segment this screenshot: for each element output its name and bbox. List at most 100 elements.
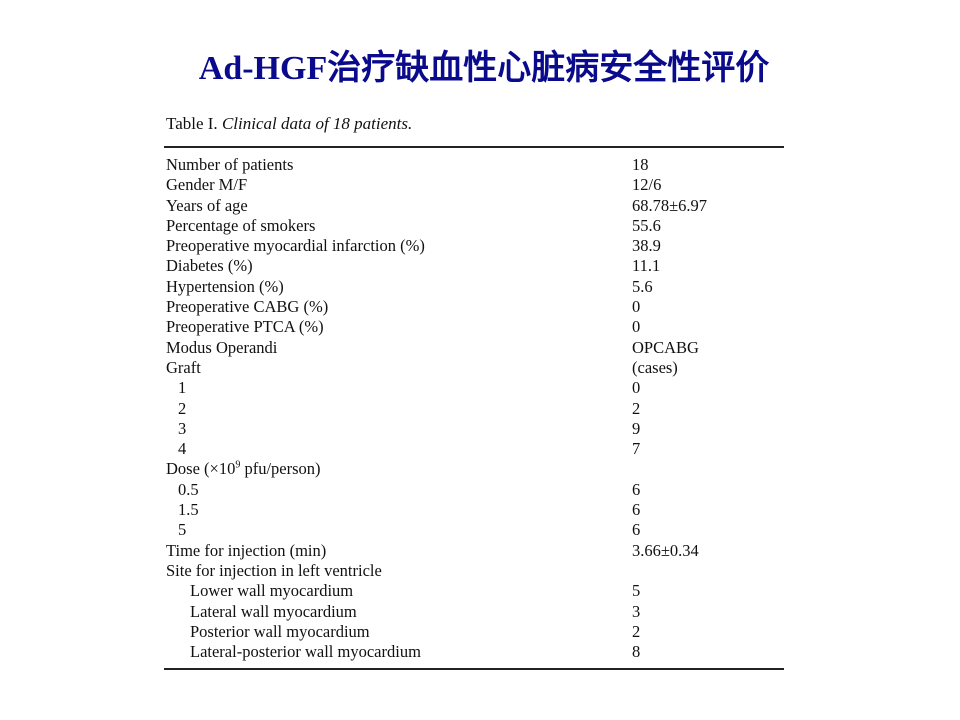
table-row: Lateral-posterior wall myocardium 8 [166, 642, 786, 662]
table-row: Time for injection (min) 3.66±0.34 [166, 541, 786, 561]
row-label: Number of patients [166, 155, 293, 175]
table-row: 0.5 6 [166, 480, 786, 500]
table-caption-label: Table I. [166, 114, 218, 133]
row-label: Diabetes (%) [166, 256, 253, 276]
row-label: Lateral wall myocardium [190, 602, 357, 622]
row-value: 11.1 [632, 256, 661, 276]
row-label-text: 1 [178, 378, 187, 398]
row-label-text: 3 [178, 418, 187, 438]
row-label-text: Site for injection in left ventricle [166, 560, 382, 580]
row-label-text: Lower wall myocardium [190, 581, 354, 601]
row-label-text: Lateral wall myocardium [190, 601, 357, 621]
table-row: Modus Operandi OPCABG [166, 338, 786, 358]
row-label: Gender M/F [166, 175, 247, 195]
table-row: Number of patients 18 [166, 155, 786, 175]
row-label: 4 [178, 439, 186, 459]
row-value: 3 [632, 601, 641, 621]
row-label-text: Gender M/F [166, 175, 248, 195]
row-value: 9 [632, 418, 641, 438]
table-row: Graft (cases) [166, 358, 786, 378]
row-label: Years of age [166, 196, 248, 216]
table-row: Preoperative CABG (%) 0 [166, 297, 786, 317]
row-value: 38.9 [632, 236, 661, 256]
row-label: 1.5 [178, 500, 199, 520]
row-label: Site for injection in left ventricle [166, 561, 382, 581]
row-label-text: Preoperative PTCA (%) [166, 317, 324, 337]
row-label: 2 [178, 399, 186, 419]
row-value: (cases) [632, 357, 678, 377]
row-value: 2 [632, 621, 641, 641]
row-value: 68.78±6.97 [632, 195, 708, 215]
table-row: Percentage of smokers 55.6 [166, 216, 786, 236]
row-value: 3.66±0.34 [632, 540, 699, 560]
table-row: Years of age 68.78±6.97 [166, 196, 786, 216]
row-value: 2 [632, 398, 641, 418]
row-value: 55.6 [632, 215, 661, 235]
row-label: Percentage of smokers [166, 216, 315, 236]
row-label-text: Percentage of smokers [166, 215, 316, 235]
row-value: 0 [632, 317, 641, 337]
row-value: 8 [632, 642, 641, 662]
table-bottom-rule [164, 668, 784, 670]
table-top-rule [164, 146, 784, 148]
table-row: 1.5 6 [166, 500, 786, 520]
row-label-text: Time for injection (min) [166, 540, 327, 560]
row-value: 0 [632, 297, 641, 317]
table-row: Site for injection in left ventricle [166, 561, 786, 581]
row-label-text: Posterior wall myocardium [190, 621, 370, 641]
row-label-text: Preoperative CABG (%) [166, 297, 329, 317]
row-label: Dose (×109 pfu/person) [166, 459, 321, 479]
row-label-text: 0.5 [178, 479, 199, 499]
slide-title: Ad-HGF治疗缺血性心脏病安全性评价 [198, 50, 770, 87]
row-label-text: Preoperative myocardial infarction (%) [166, 236, 425, 256]
row-label: Modus Operandi [166, 338, 277, 358]
row-label-text: 5 [178, 520, 187, 540]
row-value: 5.6 [632, 276, 653, 296]
row-value: 0 [632, 378, 641, 398]
row-label: 0.5 [178, 480, 199, 500]
row-label-text: Lateral-posterior wall myocardium [190, 642, 421, 662]
row-label-text: Hypertension (%) [166, 276, 284, 296]
row-label: Time for injection (min) [166, 541, 326, 561]
row-value: 6 [632, 479, 641, 499]
row-label-text: Graft [166, 357, 201, 377]
row-label: Lower wall myocardium [190, 581, 353, 601]
table-row: Diabetes (%) 11.1 [166, 256, 786, 276]
table-row: Hypertension (%) 5.6 [166, 277, 786, 297]
row-label-text: Dose (×10 [166, 459, 236, 479]
table-row: Lateral wall myocardium 3 [166, 602, 786, 622]
row-value: 5 [632, 581, 641, 601]
row-label-text: Diabetes (%) [166, 256, 253, 276]
row-label-text: 2 [178, 398, 187, 418]
row-label: 1 [178, 378, 186, 398]
row-label-text: Modus Operandi [166, 337, 278, 357]
row-label: Preoperative myocardial infarction (%) [166, 236, 425, 256]
row-label: Preoperative PTCA (%) [166, 317, 324, 337]
row-label-text-after: pfu/person) [240, 459, 321, 479]
table-row: Preoperative myocardial infarction (%) 38… [166, 236, 786, 256]
row-value: 6 [632, 500, 641, 520]
row-label: 3 [178, 419, 186, 439]
row-label-text: Years of age [166, 195, 248, 215]
row-label-text: Number of patients [166, 155, 294, 174]
row-label: Preoperative CABG (%) [166, 297, 328, 317]
table-row: Dose (×109 pfu/person) [166, 459, 786, 479]
row-value: OPCABG [632, 337, 699, 357]
row-label: Graft [166, 358, 201, 378]
table-row: Preoperative PTCA (%) 0 [166, 317, 786, 337]
row-value: 6 [632, 520, 641, 540]
clinical-data-table: Number of patients 18 Gender M/F 12/6 Years … [166, 155, 786, 662]
row-label-text: 1.5 [178, 500, 199, 520]
row-value: 12/6 [632, 175, 662, 195]
row-label: Posterior wall myocardium [190, 622, 370, 642]
table-row: Posterior wall myocardium 2 [166, 622, 786, 642]
table-caption-text: Clinical data of 18 patients. [221, 114, 413, 133]
table-row: Lower wall myocardium 5 [166, 581, 786, 601]
row-label: Hypertension (%) [166, 277, 284, 297]
table-row: Gender M/F 12/6 [166, 175, 786, 195]
